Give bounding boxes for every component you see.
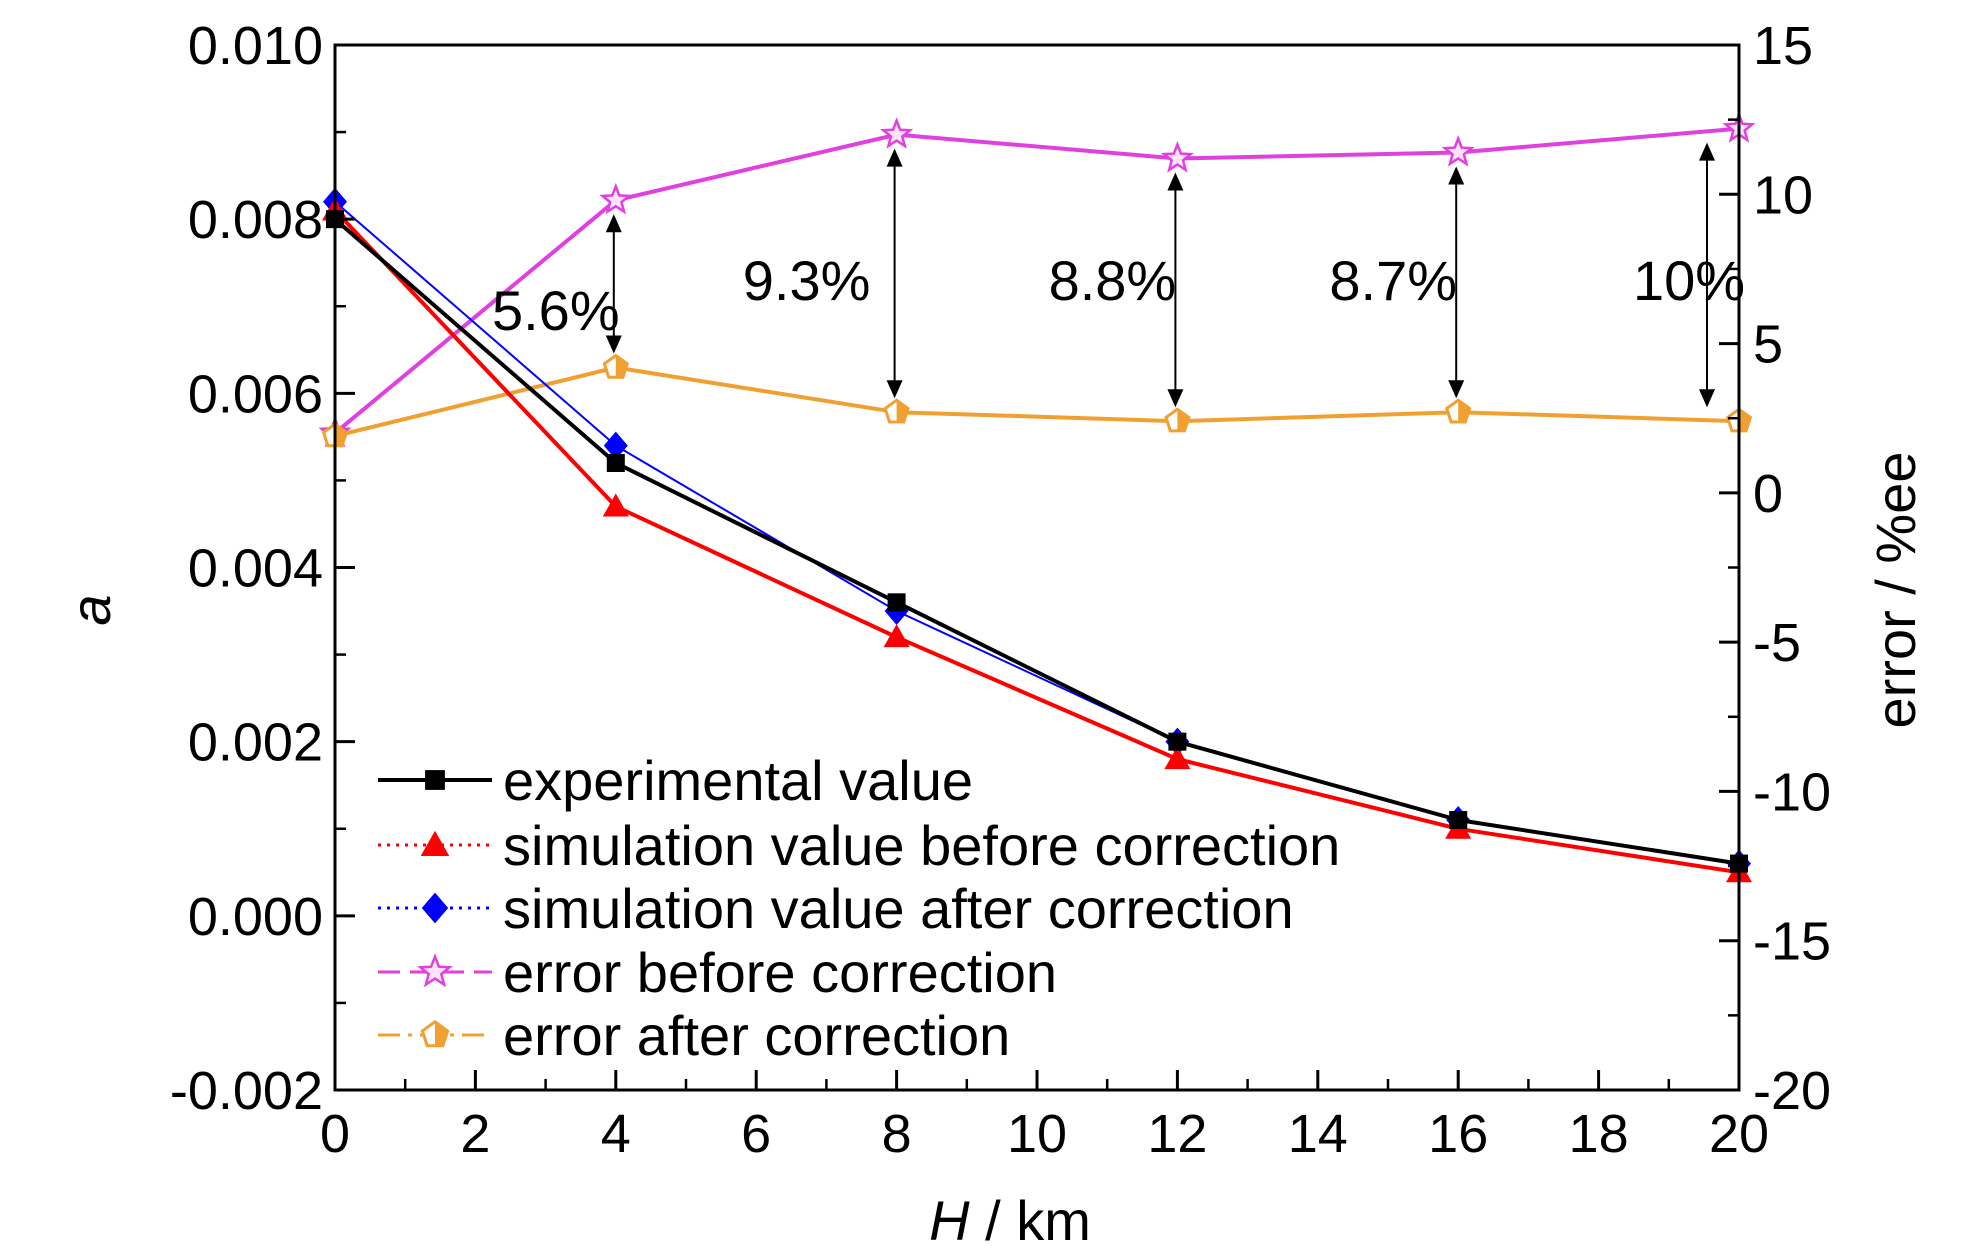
x-axis-title: H / km <box>929 1189 1091 1252</box>
pentagon-fill <box>1458 400 1470 422</box>
annotation-label: 5.6% <box>492 279 620 342</box>
y2-tick-label: -10 <box>1753 762 1831 822</box>
star-marker <box>599 182 633 215</box>
annotation-arrowhead-up <box>1448 166 1465 185</box>
legend-label: error before correction <box>503 941 1057 1004</box>
x-tick-label: 16 <box>1428 1104 1488 1164</box>
x-tick-label: 14 <box>1288 1104 1348 1164</box>
triangle-marker <box>420 830 450 856</box>
pentagon-fill <box>1177 409 1189 431</box>
series-line <box>333 209 1740 875</box>
y2-tick-label: -15 <box>1753 912 1831 972</box>
annotation-arrowhead-down <box>1167 389 1184 408</box>
y-axis-title: a <box>59 594 122 625</box>
x-tick-label: 18 <box>1569 1104 1629 1164</box>
y-tick-label: 0.006 <box>188 364 323 424</box>
legend-label: simulation value before correction <box>503 814 1340 877</box>
y2-tick-label: -20 <box>1753 1061 1831 1121</box>
annotation-arrowhead-down <box>1699 389 1715 408</box>
square-marker <box>425 770 445 790</box>
x-tick-label: 0 <box>320 1104 350 1164</box>
y2-axis-title: error / %ee <box>1864 452 1927 729</box>
square-marker <box>1168 732 1187 751</box>
annotation-label: 10% <box>1633 249 1745 312</box>
annotation-label: 8.7% <box>1329 249 1457 312</box>
series-line <box>334 365 1740 439</box>
pentagon-marker <box>420 1019 450 1048</box>
star-marker <box>879 117 914 149</box>
y2-tick-label: -5 <box>1753 613 1801 673</box>
y-tick-label: 0.008 <box>188 190 323 250</box>
star-marker <box>1441 135 1475 167</box>
y2-tick-label: 15 <box>1753 16 1813 76</box>
y-tick-label: -0.002 <box>170 1061 323 1121</box>
y2-tick-label: 0 <box>1753 464 1783 524</box>
x-tick-label: 4 <box>601 1104 631 1164</box>
pentagon-fill <box>896 400 908 422</box>
y-tick-label: 0.004 <box>188 539 323 599</box>
annotation-arrowhead-down <box>1448 380 1465 399</box>
legend-label: error after correction <box>503 1004 1010 1067</box>
triangle-marker <box>602 493 629 517</box>
diamond-marker <box>603 431 628 460</box>
x-tick-label: 12 <box>1147 1104 1207 1164</box>
pentagon-fill <box>615 355 628 378</box>
pentagon-marker <box>1164 407 1191 433</box>
x-axis-title-var: H <box>929 1189 970 1252</box>
y-tick-label: 0.010 <box>188 16 323 76</box>
pentagon-marker <box>602 353 629 379</box>
series-line <box>333 217 1740 866</box>
x-tick-label: 8 <box>882 1104 912 1164</box>
annotation-arrowhead-up <box>886 148 903 167</box>
annotation-arrowhead-up <box>605 214 622 233</box>
square-marker <box>1449 811 1468 830</box>
annotation-arrowhead-up <box>1167 172 1184 191</box>
triangle-marker <box>883 624 910 648</box>
pentagon-fill <box>1739 409 1751 431</box>
ticks: 0 2 4 6 8 10 12 14 16 18 20 -0.002 0.000 0.002 0.004 0.… <box>170 16 1831 1164</box>
x-tick-label: 10 <box>1007 1104 1067 1164</box>
annotation-arrowhead-down <box>605 335 622 354</box>
triangle-marker <box>1164 746 1191 770</box>
diamond-marker <box>421 892 449 924</box>
y2-tick-label: 10 <box>1753 165 1813 225</box>
x-tick-label: 2 <box>460 1104 490 1164</box>
x-tick-label: 20 <box>1709 1104 1769 1164</box>
legend-label: experimental value <box>503 749 973 812</box>
pentagon-fill <box>435 1021 448 1046</box>
x-axis-title-unit: / km <box>970 1189 1091 1252</box>
pentagon-marker <box>883 398 910 424</box>
annotation-labels: 5.6% 9.3% 8.8% 8.7% 10% <box>492 249 1745 342</box>
y-tick-label: 0.000 <box>188 887 323 947</box>
annotation-arrowhead-up <box>1699 142 1715 161</box>
square-marker <box>887 593 906 612</box>
y-tick-label: 0.002 <box>188 713 323 773</box>
y2-tick-label: 5 <box>1753 315 1783 375</box>
series-line <box>333 126 1740 435</box>
star-marker <box>1160 141 1195 173</box>
pentagon-marker <box>1445 398 1472 424</box>
annotation-arrowhead-down <box>886 380 903 399</box>
annotation-label: 8.8% <box>1049 249 1177 312</box>
annotation-arrows <box>605 142 1715 408</box>
star-marker <box>417 953 453 988</box>
pentagon-fill <box>335 424 347 446</box>
x-tick-label: 6 <box>741 1104 771 1164</box>
square-marker <box>606 454 625 472</box>
annotation-label: 9.3% <box>743 249 871 312</box>
legend-label: simulation value after correction <box>503 877 1294 940</box>
